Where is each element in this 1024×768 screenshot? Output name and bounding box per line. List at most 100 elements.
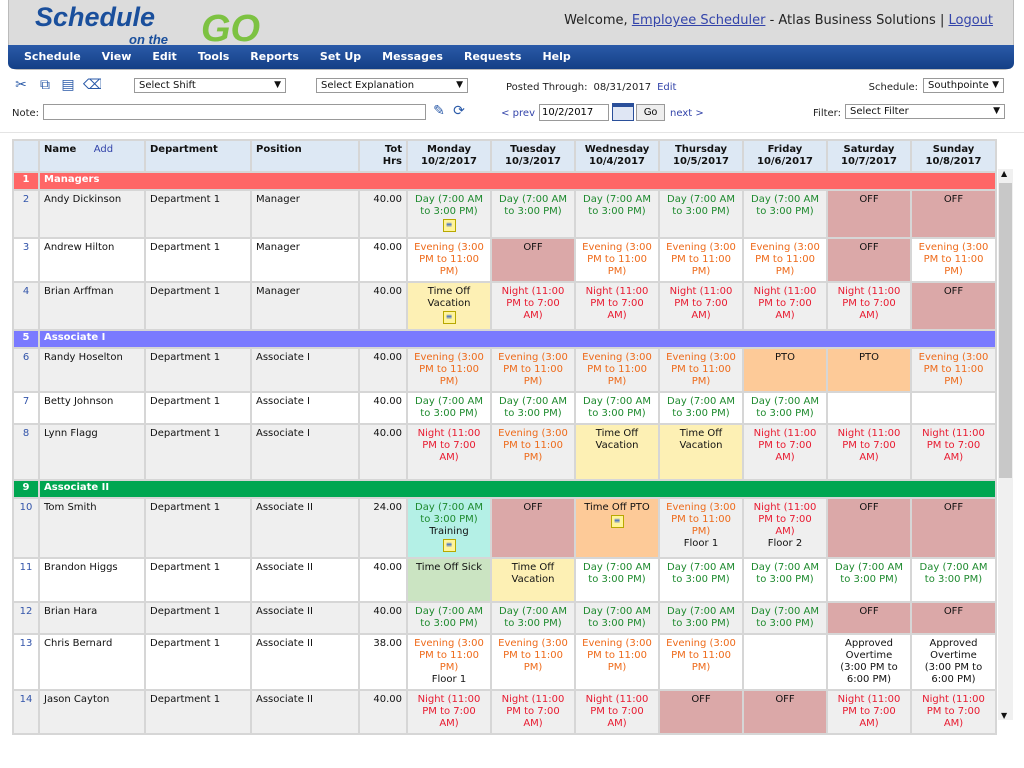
shift-cell[interactable]: Day (7:00 AM to 3:00 PM) bbox=[658, 601, 744, 635]
shift-cell[interactable]: Night (11:00 PM to 7:00 AM) bbox=[742, 423, 828, 481]
shift-cell[interactable]: Day (7:00 AM to 3:00 PM) bbox=[658, 391, 744, 425]
menu-tools[interactable]: Tools bbox=[197, 50, 230, 63]
refresh-note-icon[interactable]: ⟳ bbox=[453, 103, 465, 119]
note-icon[interactable]: ≡ bbox=[610, 515, 624, 528]
shift-cell[interactable]: Evening (3:00 PM to 11:00 PM) bbox=[406, 237, 492, 283]
shift-cell[interactable]: Day (7:00 AM to 3:00 PM) bbox=[490, 189, 576, 239]
shift-cell[interactable]: Evening (3:00 PM to 11:00 PM) bbox=[490, 633, 576, 691]
employee-name[interactable]: Chris Bernard bbox=[38, 633, 146, 691]
shift-cell[interactable]: Evening (3:00 PM to 11:00 PM) bbox=[490, 423, 576, 481]
employee-name[interactable]: Betty Johnson bbox=[38, 391, 146, 425]
note-icon[interactable]: ≡ bbox=[442, 311, 456, 324]
department-header[interactable]: Department bbox=[144, 139, 252, 173]
menu-setup[interactable]: Set Up bbox=[319, 50, 362, 63]
shift-cell[interactable]: Evening (3:00 PM to 11:00 PM) bbox=[658, 633, 744, 691]
date-input[interactable] bbox=[539, 104, 609, 121]
shift-cell[interactable]: Night (11:00 PM to 7:00 AM) bbox=[826, 281, 912, 331]
copy-icon[interactable]: ⧉ bbox=[40, 77, 50, 93]
shift-cell[interactable] bbox=[910, 391, 997, 425]
group-row[interactable]: 5 Associate I bbox=[12, 329, 997, 349]
menu-view[interactable]: View bbox=[101, 50, 132, 63]
shift-cell[interactable]: Day (7:00 AM to 3:00 PM) bbox=[742, 189, 828, 239]
cut-icon[interactable]: ✂ bbox=[15, 77, 27, 93]
shift-cell[interactable]: Day (7:00 AM to 3:00 PM) bbox=[574, 557, 660, 603]
employee-name[interactable]: Tom Smith bbox=[38, 497, 146, 559]
shift-cell[interactable]: PTO bbox=[742, 347, 828, 393]
shift-cell[interactable]: Day (7:00 AM to 3:00 PM) bbox=[658, 557, 744, 603]
shift-cell[interactable]: Night (11:00 PM to 7:00 AM) Floor 2 bbox=[742, 497, 828, 559]
menu-reports[interactable]: Reports bbox=[250, 50, 299, 63]
shift-cell[interactable] bbox=[742, 633, 828, 691]
prev-week-link[interactable]: < prev bbox=[501, 108, 535, 119]
select-explanation-dropdown[interactable]: Select Explanation bbox=[316, 78, 468, 93]
vertical-scrollbar[interactable]: ▲ ▼ bbox=[998, 169, 1013, 720]
shift-cell[interactable]: Day (7:00 AM to 3:00 PM) bbox=[742, 391, 828, 425]
shift-cell[interactable]: Night (11:00 PM to 7:00 AM) bbox=[910, 423, 997, 481]
menu-help[interactable]: Help bbox=[542, 50, 571, 63]
tot-hrs-header[interactable]: Tot Hrs bbox=[358, 139, 408, 173]
paste-icon[interactable]: ▤ bbox=[61, 77, 75, 93]
employee-name[interactable]: Jason Cayton bbox=[38, 689, 146, 735]
position-header[interactable]: Position bbox=[250, 139, 360, 173]
note-icon[interactable]: ≡ bbox=[442, 539, 456, 552]
name-header[interactable]: Name Add bbox=[38, 139, 146, 173]
menu-requests[interactable]: Requests bbox=[463, 50, 522, 63]
scroll-down-icon[interactable]: ▼ bbox=[1001, 711, 1008, 720]
employee-name[interactable]: Randy Hoselton bbox=[38, 347, 146, 393]
shift-cell[interactable]: Evening (3:00 PM to 11:00 PM) bbox=[574, 633, 660, 691]
shift-cell[interactable]: Time Off Vacation bbox=[658, 423, 744, 481]
shift-cell[interactable]: Day (7:00 AM to 3:00 PM) bbox=[658, 189, 744, 239]
shift-cell[interactable] bbox=[826, 391, 912, 425]
shift-cell[interactable]: OFF bbox=[490, 497, 576, 559]
shift-cell[interactable]: OFF bbox=[826, 237, 912, 283]
edit-note-icon[interactable]: ✎ bbox=[433, 103, 445, 119]
shift-cell[interactable]: Night (11:00 PM to 7:00 AM) bbox=[826, 689, 912, 735]
shift-cell[interactable]: Night (11:00 PM to 7:00 AM) bbox=[574, 281, 660, 331]
shift-cell[interactable]: Day (7:00 AM to 3:00 PM) bbox=[490, 601, 576, 635]
go-button[interactable]: Go bbox=[636, 104, 665, 121]
shift-cell[interactable]: Day (7:00 AM to 3:00 PM) Training ≡ bbox=[406, 497, 492, 559]
shift-cell[interactable]: Evening (3:00 PM to 11:00 PM) Floor 1 bbox=[406, 633, 492, 691]
shift-cell[interactable]: Night (11:00 PM to 7:00 AM) bbox=[742, 281, 828, 331]
shift-cell[interactable]: Time Off Sick bbox=[406, 557, 492, 603]
shift-cell[interactable]: Approved Overtime (3:00 PM to 6:00 PM) bbox=[826, 633, 912, 691]
employee-name[interactable]: Lynn Flagg bbox=[38, 423, 146, 481]
shift-cell[interactable]: OFF bbox=[910, 281, 997, 331]
shift-cell[interactable]: Day (7:00 AM to 3:00 PM) bbox=[406, 391, 492, 425]
menu-edit[interactable]: Edit bbox=[152, 50, 177, 63]
shift-cell[interactable]: Evening (3:00 PM to 11:00 PM) bbox=[574, 347, 660, 393]
shift-cell[interactable]: Night (11:00 PM to 7:00 AM) bbox=[406, 423, 492, 481]
day-header-sunday[interactable]: Sunday 10/8/2017 bbox=[910, 139, 997, 173]
shift-cell[interactable]: OFF bbox=[826, 189, 912, 239]
shift-cell[interactable]: Day (7:00 AM to 3:00 PM) bbox=[826, 557, 912, 603]
shift-cell[interactable]: Evening (3:00 PM to 11:00 PM) bbox=[910, 347, 997, 393]
eraser-icon[interactable]: ⌫ bbox=[83, 77, 101, 93]
group-row[interactable]: 1 Managers bbox=[12, 171, 997, 191]
shift-cell[interactable]: Day (7:00 AM to 3:00 PM) bbox=[574, 189, 660, 239]
shift-cell[interactable]: Night (11:00 PM to 7:00 AM) bbox=[658, 281, 744, 331]
user-link[interactable]: Employee Scheduler bbox=[631, 13, 766, 28]
shift-cell[interactable]: Night (11:00 PM to 7:00 AM) bbox=[574, 689, 660, 735]
employee-name[interactable]: Brian Hara bbox=[38, 601, 146, 635]
shift-cell[interactable]: Day (7:00 AM to 3:00 PM) bbox=[490, 391, 576, 425]
shift-cell[interactable]: PTO bbox=[826, 347, 912, 393]
shift-cell[interactable]: Night (11:00 PM to 7:00 AM) bbox=[490, 281, 576, 331]
filter-dropdown[interactable]: Select Filter bbox=[845, 104, 1005, 119]
shift-cell[interactable]: Night (11:00 PM to 7:00 AM) bbox=[490, 689, 576, 735]
shift-cell[interactable]: OFF bbox=[910, 601, 997, 635]
add-employee-link[interactable]: Add bbox=[93, 144, 114, 155]
shift-cell[interactable]: Night (11:00 PM to 7:00 AM) bbox=[910, 689, 997, 735]
day-header-friday[interactable]: Friday 10/6/2017 bbox=[742, 139, 828, 173]
menu-messages[interactable]: Messages bbox=[382, 50, 443, 63]
day-header-thursday[interactable]: Thursday 10/5/2017 bbox=[658, 139, 744, 173]
shift-cell[interactable]: OFF bbox=[742, 689, 828, 735]
day-header-wednesday[interactable]: Wednesday 10/4/2017 bbox=[574, 139, 660, 173]
group-name[interactable]: Associate II bbox=[38, 479, 997, 499]
scroll-up-icon[interactable]: ▲ bbox=[1001, 169, 1008, 178]
next-week-link[interactable]: next > bbox=[670, 108, 704, 119]
shift-cell[interactable]: Day (7:00 AM to 3:00 PM) bbox=[574, 601, 660, 635]
shift-cell[interactable]: OFF bbox=[826, 497, 912, 559]
shift-cell[interactable]: Day (7:00 AM to 3:00 PM) bbox=[742, 601, 828, 635]
shift-cell[interactable]: Evening (3:00 PM to 11:00 PM) bbox=[658, 347, 744, 393]
shift-cell[interactable]: Night (11:00 PM to 7:00 AM) bbox=[406, 689, 492, 735]
